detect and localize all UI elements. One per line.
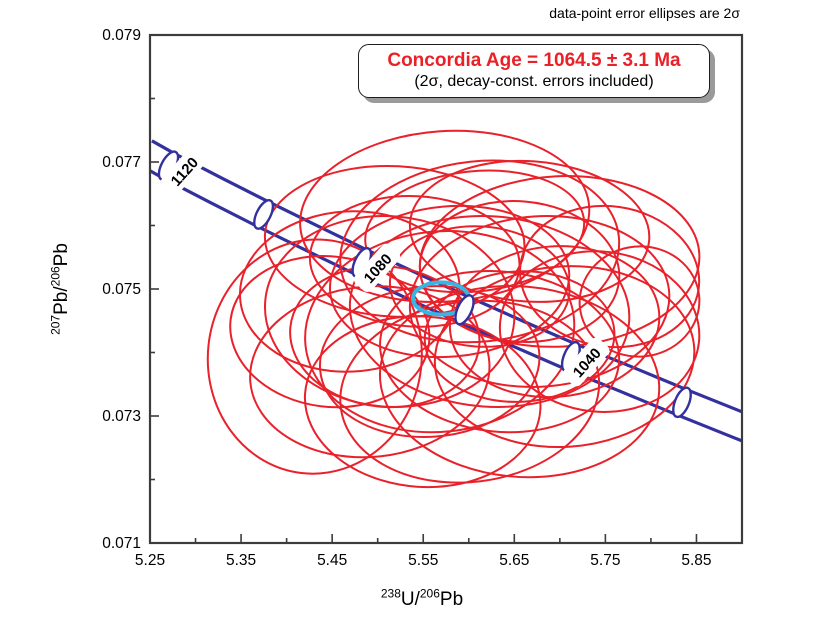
x-tick-label: 5.85 <box>681 552 711 569</box>
age-label-bg-1120 <box>160 146 207 196</box>
error-ellipse <box>303 315 542 489</box>
y-axis-title-end: Pb <box>51 243 72 267</box>
age-label-bg-1040 <box>563 337 610 387</box>
y-axis-title-sup2: 206 <box>48 266 63 287</box>
error-ellipse <box>339 159 621 344</box>
error-ellipse <box>263 215 516 408</box>
x-tick-label: 5.25 <box>135 552 165 569</box>
error-ellipse <box>498 250 701 413</box>
y-tick-label: 0.077 <box>102 154 141 171</box>
age-label-bg-1080 <box>353 243 401 293</box>
concordia-band-lower-line <box>150 168 742 443</box>
age-tick-ellipse-1100 <box>253 198 275 230</box>
error-ellipse <box>433 265 696 449</box>
concordia-age-subtitle: (2σ, decay-const. errors included) <box>414 73 654 90</box>
x-axis-title-sup1: 238 <box>380 586 401 601</box>
plot-frame <box>148 33 744 545</box>
y-tick-label: 0.071 <box>102 535 141 552</box>
age-tick-ellipse-1020 <box>672 386 692 419</box>
error-ellipse <box>289 265 481 409</box>
concordia-age-title: Concordia Age = 1064.5 ± 3.1 Ma <box>387 50 681 71</box>
concordia-age-box: Concordia Age = 1064.5 ± 3.1 Ma (2σ, dec… <box>358 44 710 98</box>
y-axis-title: 207Pb/206Pb <box>48 243 73 335</box>
y-tick-label: 0.075 <box>102 281 141 298</box>
x-axis-title: 238U/206Pb <box>380 586 464 611</box>
x-tick-label: 5.65 <box>499 552 529 569</box>
y-axis-title-sup1: 207 <box>48 314 63 335</box>
error-ellipses-group <box>206 129 701 489</box>
y-tick-label: 0.079 <box>102 27 141 44</box>
x-tick-label: 5.55 <box>408 552 438 569</box>
y-tick-label: 0.073 <box>102 408 141 425</box>
age-tick-ellipse-1060 <box>454 294 475 326</box>
error-ellipse-note: data-point error ellipses are 2σ <box>549 5 740 21</box>
x-tick-label: 5.35 <box>226 552 256 569</box>
x-axis-title-mid: U/ <box>400 589 420 610</box>
error-ellipse <box>418 200 621 343</box>
error-ellipse <box>348 215 631 408</box>
x-axis-title-sup2: 206 <box>419 586 440 601</box>
error-ellipse <box>448 245 661 399</box>
error-ellipse <box>308 195 521 328</box>
error-ellipse <box>408 215 671 388</box>
error-ellipse <box>423 270 616 403</box>
error-ellipse <box>364 169 586 294</box>
x-tick-label: 5.45 <box>317 552 347 569</box>
x-tick-label: 5.75 <box>590 552 620 569</box>
error-ellipse <box>388 225 571 348</box>
error-ellipse <box>328 204 571 359</box>
x-axis-title-end: Pb <box>439 589 464 610</box>
y-axis-title-mid: Pb/ <box>51 286 72 315</box>
